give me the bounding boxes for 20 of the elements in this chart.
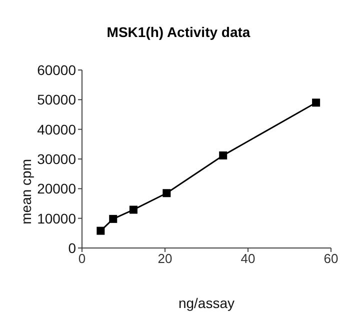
x-tick-label: 20 [158, 251, 172, 266]
y-tick-label: 30000 [37, 150, 76, 167]
y-tick-label: 10000 [37, 210, 76, 226]
point [219, 151, 228, 160]
point [162, 189, 171, 198]
y-tick-label: 60000 [37, 62, 76, 78]
y-tick-label: 40000 [37, 121, 76, 138]
y-tick-label: 0 [68, 240, 76, 256]
y-axis-title: mean cpm [18, 159, 34, 224]
x-tick-label: 60 [324, 251, 338, 266]
point [312, 98, 320, 107]
y-tick-label: 50000 [37, 92, 76, 108]
point [129, 206, 138, 214]
x-axis-title: ng/assay [178, 294, 235, 311]
point [96, 226, 105, 235]
chart-title: MSK1(h) Activity data [106, 24, 252, 40]
x-tick-label: 40 [240, 251, 256, 266]
y-tick-label: 20000 [37, 180, 76, 197]
x-tick-label: 0 [78, 251, 86, 266]
point [109, 214, 118, 223]
